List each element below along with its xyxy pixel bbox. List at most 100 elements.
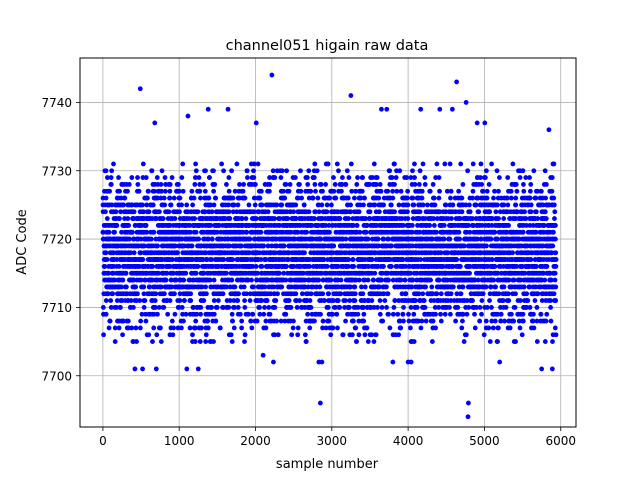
data-point — [196, 175, 202, 180]
data-point — [103, 250, 109, 256]
data-point — [319, 202, 325, 208]
data-point — [201, 182, 206, 187]
data-point — [165, 311, 171, 317]
data-point — [432, 202, 438, 208]
data-point — [287, 182, 293, 187]
data-point — [151, 325, 157, 331]
data-point — [109, 168, 115, 174]
data-point — [441, 236, 447, 242]
data-point — [175, 325, 181, 331]
data-point — [433, 325, 438, 331]
data-point — [112, 229, 117, 235]
data-point — [254, 318, 260, 324]
data-point — [140, 257, 146, 262]
data-point — [253, 182, 258, 187]
data-point — [423, 318, 429, 324]
data-point — [433, 311, 438, 317]
data-point — [135, 182, 141, 187]
data-point — [160, 216, 166, 221]
data-point — [390, 188, 396, 194]
data-point — [136, 188, 142, 194]
data-point — [242, 339, 247, 344]
data-point — [190, 202, 196, 208]
data-point — [209, 305, 215, 310]
data-point — [179, 175, 185, 180]
data-point — [411, 202, 417, 208]
data-points — [100, 72, 559, 420]
data-point — [116, 264, 122, 269]
data-point — [143, 175, 149, 180]
data-point — [249, 277, 254, 283]
data-point — [374, 175, 380, 180]
data-point — [473, 202, 479, 208]
data-point — [301, 202, 307, 208]
data-point — [199, 325, 204, 331]
data-point — [175, 250, 180, 256]
data-point — [324, 264, 330, 269]
data-point — [169, 284, 174, 290]
data-point — [447, 236, 453, 242]
data-point — [343, 298, 348, 303]
data-point — [320, 291, 326, 297]
data-point — [189, 188, 195, 194]
data-point — [184, 202, 190, 208]
data-point — [140, 161, 146, 167]
data-point — [229, 168, 235, 174]
data-point — [203, 284, 209, 290]
data-point — [198, 195, 203, 201]
data-point — [450, 202, 456, 208]
data-point — [162, 188, 168, 194]
data-point — [226, 175, 232, 180]
data-point — [170, 332, 176, 338]
data-point — [306, 168, 312, 174]
data-point — [153, 291, 159, 297]
data-point — [239, 325, 245, 331]
data-point — [422, 182, 428, 187]
data-point — [410, 195, 416, 201]
data-point — [410, 168, 415, 174]
data-point — [306, 209, 312, 215]
data-point — [302, 250, 307, 256]
data-point — [343, 236, 349, 242]
data-point — [171, 195, 177, 201]
data-point — [464, 311, 470, 317]
data-point — [120, 332, 125, 338]
data-point — [253, 264, 259, 269]
data-point — [313, 188, 318, 194]
data-point — [400, 311, 406, 317]
data-point — [141, 209, 146, 215]
data-point — [246, 202, 252, 208]
data-point — [351, 318, 356, 324]
data-point — [422, 305, 428, 310]
data-point — [346, 216, 351, 221]
data-point — [308, 188, 314, 194]
data-point — [354, 182, 360, 187]
data-point — [295, 325, 301, 331]
data-point — [191, 305, 197, 310]
data-point — [158, 284, 164, 290]
data-point — [274, 318, 280, 324]
data-point — [334, 311, 340, 317]
data-point — [167, 182, 173, 187]
data-point — [479, 311, 484, 317]
data-point — [398, 325, 404, 331]
data-point — [272, 175, 278, 180]
data-point — [373, 332, 379, 338]
data-point — [420, 202, 426, 208]
data-point — [335, 325, 340, 331]
data-point — [381, 202, 387, 208]
data-point — [162, 291, 167, 297]
data-point — [314, 168, 320, 174]
data-point — [295, 332, 301, 338]
data-point — [476, 209, 482, 215]
data-point — [336, 168, 341, 174]
data-point — [307, 298, 313, 303]
data-point — [258, 188, 264, 194]
data-point — [278, 175, 284, 180]
data-point — [390, 311, 396, 317]
data-point — [363, 229, 369, 235]
data-point — [104, 175, 110, 180]
data-point — [312, 161, 318, 167]
data-point — [286, 188, 292, 194]
data-point — [126, 325, 131, 331]
